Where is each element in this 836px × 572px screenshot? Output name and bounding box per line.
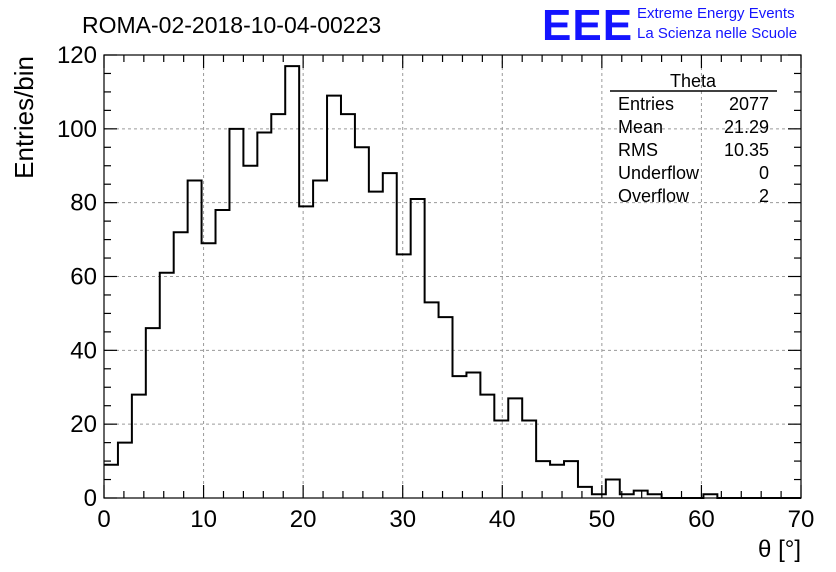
x-tick-label: 0 [97,506,110,533]
x-tick-label: 70 [788,506,815,533]
y-tick-label: 120 [57,42,97,69]
stats-label-underflow: Underflow [618,163,700,183]
stats-value-underflow: 0 [759,163,769,183]
stats-label-rms: RMS [618,140,658,160]
stats-value-mean: 21.29 [724,117,769,137]
eee-logo: EEE Extreme Energy Events La Scienza nel… [542,1,797,50]
y-tick-label: 60 [70,264,97,291]
y-tick-label: 20 [70,411,97,438]
stats-value-entries: 2077 [729,94,769,114]
stats-label-mean: Mean [618,117,663,137]
y-axis-label: Entries/bin [9,56,39,179]
stats-label-overflow: Overflow [618,186,690,206]
eee-logo-line1: Extreme Energy Events [637,5,795,22]
chart-title: ROMA-02-2018-10-04-00223 [82,12,381,38]
y-tick-label: 40 [70,337,97,364]
stats-label-entries: Entries [618,94,674,114]
x-tick-label: 10 [190,506,217,533]
stats-box: Theta Entries 2077 Mean 21.29 RMS 10.35 … [610,71,777,206]
x-tick-label: 50 [589,506,616,533]
eee-logo-line2: La Scienza nelle Scuole [637,25,797,42]
x-tick-label: 20 [290,506,317,533]
eee-logo-text: EEE [542,1,633,50]
stats-value-rms: 10.35 [724,140,769,160]
y-tick-label: 100 [57,116,97,143]
x-tick-label: 30 [389,506,416,533]
stats-title: Theta [670,71,717,91]
y-tick-label: 80 [70,190,97,217]
plot-frame [103,54,802,499]
x-tick-label: 40 [489,506,516,533]
y-tick-label: 0 [84,485,97,512]
x-axis-label: θ [°] [758,536,801,563]
histogram-outline [104,65,801,499]
stats-value-overflow: 2 [759,186,769,206]
x-tick-label: 60 [688,506,715,533]
